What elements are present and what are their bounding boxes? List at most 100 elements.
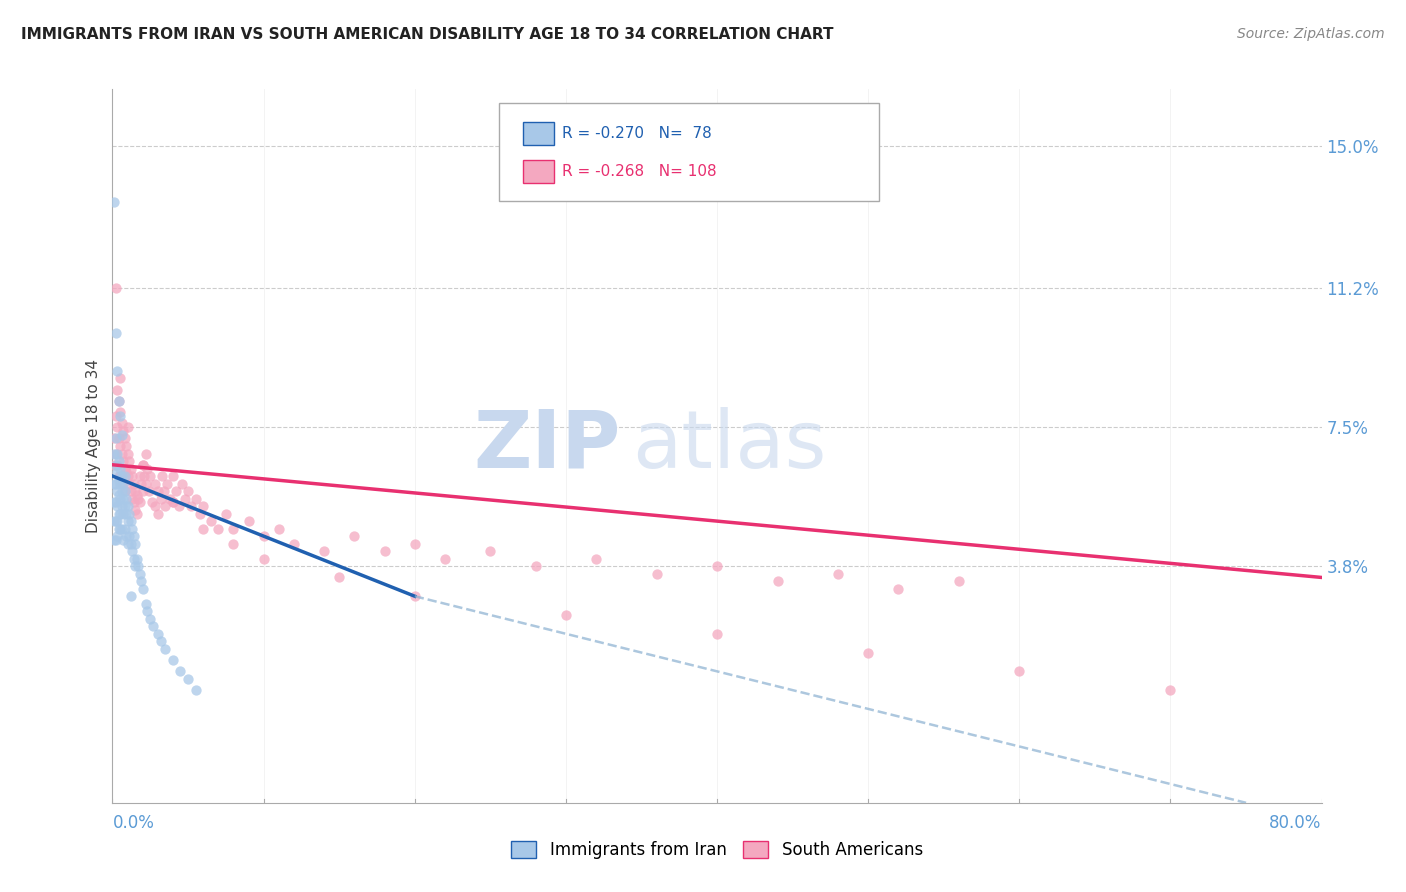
Point	[479, 544, 502, 558]
Point	[120, 536, 142, 550]
Point	[122, 551, 145, 566]
Point	[107, 454, 129, 468]
Point	[114, 484, 136, 499]
Point	[105, 364, 128, 378]
Point	[120, 514, 142, 528]
Point	[120, 589, 142, 603]
Point	[645, 566, 668, 581]
Point	[110, 484, 132, 499]
Point	[103, 446, 125, 460]
Point	[120, 461, 142, 475]
Point	[706, 627, 728, 641]
Point	[127, 491, 149, 506]
Point	[105, 420, 128, 434]
Point	[121, 544, 143, 558]
Point	[112, 533, 135, 547]
Point	[948, 574, 970, 589]
Point	[128, 566, 150, 581]
Point	[374, 544, 396, 558]
Point	[141, 495, 163, 509]
Point	[162, 653, 184, 667]
Point	[143, 476, 166, 491]
Point	[114, 522, 136, 536]
Point	[118, 529, 141, 543]
Point	[174, 491, 197, 506]
Point	[129, 476, 152, 491]
Point	[184, 491, 207, 506]
Point	[146, 627, 169, 641]
Point	[103, 514, 125, 528]
Point	[135, 446, 157, 460]
Point	[124, 559, 146, 574]
Point	[169, 665, 191, 679]
Point	[766, 574, 789, 589]
Point	[108, 522, 131, 536]
Point	[524, 559, 547, 574]
Legend: Immigrants from Iran, South Americans: Immigrants from Iran, South Americans	[505, 834, 929, 866]
Point	[104, 409, 127, 423]
Point	[433, 551, 456, 566]
Point	[124, 484, 146, 499]
Point	[107, 393, 129, 408]
Point	[314, 544, 336, 558]
Point	[139, 469, 162, 483]
Point	[108, 405, 131, 419]
Point	[104, 514, 127, 528]
Point	[105, 458, 128, 472]
Text: ZIP: ZIP	[472, 407, 620, 485]
Point	[117, 420, 139, 434]
Point	[706, 559, 728, 574]
Point	[200, 514, 222, 528]
Point	[103, 533, 125, 547]
Point	[112, 454, 135, 468]
Point	[149, 491, 172, 506]
Point	[110, 427, 132, 442]
Point	[191, 499, 214, 513]
Point	[112, 476, 135, 491]
Point	[138, 484, 160, 499]
Point	[110, 417, 132, 431]
Point	[128, 469, 150, 483]
Point	[103, 458, 125, 472]
Point	[132, 484, 155, 499]
Point	[108, 491, 131, 506]
Point	[107, 507, 129, 521]
Point	[142, 619, 165, 633]
Text: R = -0.268   N= 108: R = -0.268 N= 108	[562, 164, 717, 178]
Point	[177, 484, 200, 499]
Point	[328, 570, 350, 584]
Point	[110, 522, 132, 536]
Point	[887, 582, 910, 596]
Point	[143, 499, 166, 513]
Point	[112, 507, 135, 521]
Point	[104, 281, 127, 295]
Point	[136, 461, 159, 475]
Point	[1159, 683, 1181, 698]
Point	[112, 491, 135, 506]
Point	[1008, 665, 1031, 679]
Point	[108, 507, 131, 521]
Point	[180, 499, 202, 513]
Point	[554, 607, 576, 622]
Point	[155, 499, 177, 513]
Point	[104, 326, 127, 341]
Point	[103, 476, 125, 491]
Point	[127, 559, 149, 574]
Point	[162, 495, 184, 509]
Point	[105, 446, 128, 460]
Point	[104, 432, 127, 446]
Point	[105, 383, 128, 397]
Point	[110, 499, 132, 513]
Point	[107, 432, 129, 446]
Point	[108, 409, 131, 423]
Point	[150, 469, 173, 483]
Point	[222, 536, 245, 550]
Point	[107, 522, 129, 536]
Point	[117, 499, 139, 513]
Point	[162, 495, 184, 509]
Point	[184, 683, 207, 698]
Point	[165, 484, 187, 499]
Point	[117, 514, 139, 528]
Point	[120, 484, 142, 499]
Point	[105, 484, 128, 499]
